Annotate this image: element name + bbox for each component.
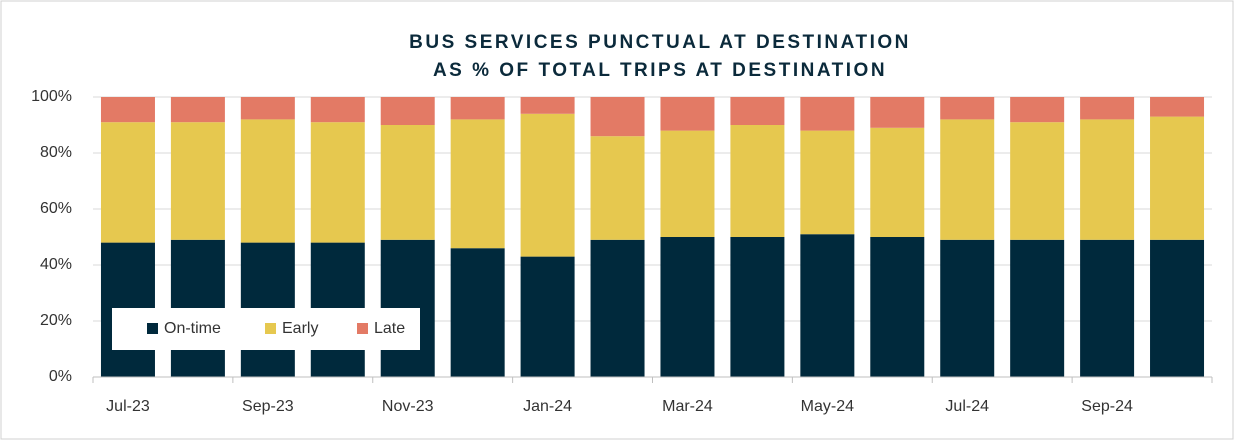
y-tick-label: 40% [40,256,72,273]
bar-segment [940,119,995,240]
bar-segment [380,97,435,125]
bar-segment [590,97,645,137]
bar-segment [520,113,575,257]
x-tick-label: Jul-24 [945,398,989,415]
bar-segment [1080,239,1135,377]
bar-segment [940,97,995,120]
bar-segment [310,122,365,243]
legend-swatch [147,323,158,334]
bar-segment [660,237,715,377]
bar-segment [660,97,715,131]
y-tick-label: 0% [49,368,72,385]
bar-segment [590,239,645,377]
legend-swatch [357,323,368,334]
bar-segment [870,237,925,377]
x-tick-label: Nov-23 [382,398,434,415]
bar-segment [1150,116,1205,240]
bar-segment [1150,239,1205,377]
bar-segment [590,136,645,240]
x-tick-label: Sep-24 [1081,398,1133,415]
bar-segment [450,97,505,120]
bar-segment [1010,122,1065,240]
y-tick-label: 60% [40,200,72,217]
bar-segment [310,97,365,123]
legend-label: Late [374,320,405,337]
y-tick-label: 100% [31,88,72,105]
bar-segment [870,127,925,237]
x-tick-label: May-24 [801,398,854,415]
y-tick-label: 20% [40,312,72,329]
chart-title: BUS SERVICES PUNCTUAL AT DESTINATION [409,32,911,53]
bar-segment [730,125,785,237]
x-tick-label: Sep-23 [242,398,294,415]
bar-segment [170,122,225,240]
bar-segment [1010,239,1065,377]
bar-segment [100,122,155,243]
bar-segment [1080,119,1135,240]
bar-segment [520,256,575,377]
chart-subtitle: AS % OF TOTAL TRIPS AT DESTINATION [433,60,887,81]
bar-segment [870,97,925,128]
legend-swatch [265,323,276,334]
bar-segment [660,130,715,237]
bar-segment [450,248,505,377]
bar-segment [380,125,435,240]
bar-segment [940,239,995,377]
bar-segment [730,97,785,125]
bar-segment [730,237,785,377]
bar-segment [800,234,855,377]
bar-segment [520,97,575,114]
bar-segment [240,119,295,243]
bar-segment [100,97,155,123]
bar-segment [1080,97,1135,120]
bar-segment [800,97,855,131]
bar-segment [1010,97,1065,123]
bar-segment [450,119,505,249]
bar-segment [240,97,295,120]
bar-segment [170,97,225,123]
y-tick-label: 80% [40,144,72,161]
bar-segment [1150,97,1205,117]
x-tick-label: Jul-23 [106,398,150,415]
bar-segment [800,130,855,235]
x-tick-label: Mar-24 [662,398,713,415]
legend-label: On-time [164,320,221,337]
x-tick-label: Jan-24 [523,398,572,415]
legend-label: Early [282,320,318,337]
